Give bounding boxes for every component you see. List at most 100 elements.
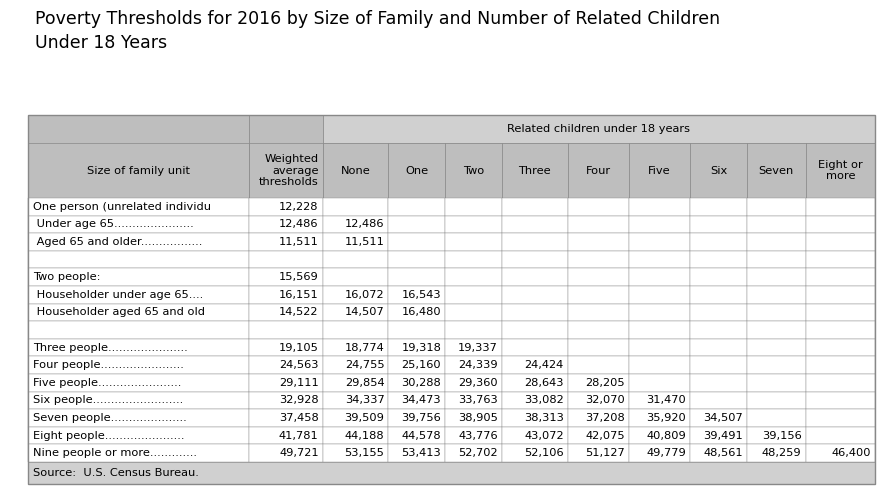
Text: Related children under 18 years: Related children under 18 years: [508, 124, 691, 134]
Text: 37,458: 37,458: [279, 413, 318, 423]
Bar: [747, 198, 805, 216]
Bar: [568, 286, 629, 304]
Bar: [445, 374, 502, 392]
Bar: [445, 444, 502, 462]
Bar: [323, 339, 388, 356]
Bar: [249, 427, 323, 444]
Bar: [28, 339, 249, 356]
Text: 46,400: 46,400: [831, 448, 871, 458]
Text: None: None: [340, 166, 371, 175]
Text: Three people......................: Three people......................: [33, 342, 188, 352]
Text: 38,313: 38,313: [524, 413, 564, 423]
Text: Aged 65 and older.................: Aged 65 and older.................: [33, 237, 203, 247]
Text: Seven: Seven: [758, 166, 794, 175]
Text: Six people.........................: Six people.........................: [33, 396, 183, 406]
Bar: [445, 427, 502, 444]
Text: 33,763: 33,763: [458, 396, 498, 406]
Bar: [568, 444, 629, 462]
Bar: [323, 198, 388, 216]
Text: Two people:: Two people:: [33, 272, 100, 282]
Bar: [502, 374, 568, 392]
Bar: [747, 304, 805, 321]
Bar: [445, 304, 502, 321]
Bar: [747, 216, 805, 233]
Bar: [445, 409, 502, 427]
Bar: [388, 356, 445, 374]
Bar: [568, 304, 629, 321]
Bar: [805, 374, 875, 392]
Bar: [629, 143, 690, 198]
Bar: [629, 251, 690, 268]
Bar: [629, 444, 690, 462]
Bar: [629, 339, 690, 356]
Bar: [805, 233, 875, 251]
Text: Poverty Thresholds for 2016 by Size of Family and Number of Related Children
Und: Poverty Thresholds for 2016 by Size of F…: [35, 10, 720, 51]
Text: 39,756: 39,756: [402, 413, 441, 423]
Bar: [388, 198, 445, 216]
Text: Five: Five: [648, 166, 671, 175]
Bar: [388, 427, 445, 444]
Bar: [445, 251, 502, 268]
Bar: [323, 268, 388, 286]
Bar: [690, 409, 747, 427]
Bar: [323, 115, 875, 143]
Text: 43,072: 43,072: [525, 430, 564, 440]
Text: 53,413: 53,413: [402, 448, 441, 458]
Text: 24,339: 24,339: [459, 360, 498, 370]
Bar: [805, 356, 875, 374]
Bar: [388, 374, 445, 392]
Text: 49,721: 49,721: [279, 448, 318, 458]
Text: Under age 65......................: Under age 65......................: [33, 220, 194, 230]
Bar: [388, 304, 445, 321]
Text: Householder aged 65 and old: Householder aged 65 and old: [33, 308, 205, 318]
Bar: [249, 304, 323, 321]
Text: 25,160: 25,160: [402, 360, 441, 370]
Bar: [747, 143, 805, 198]
Bar: [323, 427, 388, 444]
Text: 19,337: 19,337: [458, 342, 498, 352]
Bar: [629, 356, 690, 374]
Text: 38,905: 38,905: [458, 413, 498, 423]
Bar: [502, 286, 568, 304]
Text: 42,075: 42,075: [585, 430, 625, 440]
Text: 43,776: 43,776: [459, 430, 498, 440]
Bar: [747, 409, 805, 427]
Bar: [629, 233, 690, 251]
Bar: [805, 198, 875, 216]
Bar: [629, 392, 690, 409]
Bar: [502, 444, 568, 462]
Text: 34,337: 34,337: [345, 396, 384, 406]
Bar: [805, 143, 875, 198]
Bar: [747, 286, 805, 304]
Bar: [690, 233, 747, 251]
Bar: [388, 392, 445, 409]
Bar: [445, 321, 502, 339]
Bar: [28, 198, 249, 216]
Text: 16,480: 16,480: [402, 308, 441, 318]
Bar: [805, 444, 875, 462]
Bar: [28, 143, 249, 198]
Bar: [249, 356, 323, 374]
Bar: [28, 321, 249, 339]
Bar: [690, 444, 747, 462]
Bar: [502, 409, 568, 427]
Text: 16,151: 16,151: [279, 290, 318, 300]
Text: 14,522: 14,522: [279, 308, 318, 318]
Text: 44,578: 44,578: [402, 430, 441, 440]
Bar: [502, 198, 568, 216]
Bar: [28, 268, 249, 286]
Bar: [502, 251, 568, 268]
Text: 48,561: 48,561: [703, 448, 743, 458]
Bar: [249, 216, 323, 233]
Bar: [502, 216, 568, 233]
Bar: [249, 444, 323, 462]
Text: 16,543: 16,543: [402, 290, 441, 300]
Text: 29,111: 29,111: [279, 378, 318, 388]
Bar: [388, 321, 445, 339]
Bar: [502, 233, 568, 251]
Bar: [249, 286, 323, 304]
Text: 14,507: 14,507: [345, 308, 384, 318]
Bar: [805, 251, 875, 268]
Text: One: One: [405, 166, 428, 175]
Bar: [629, 427, 690, 444]
